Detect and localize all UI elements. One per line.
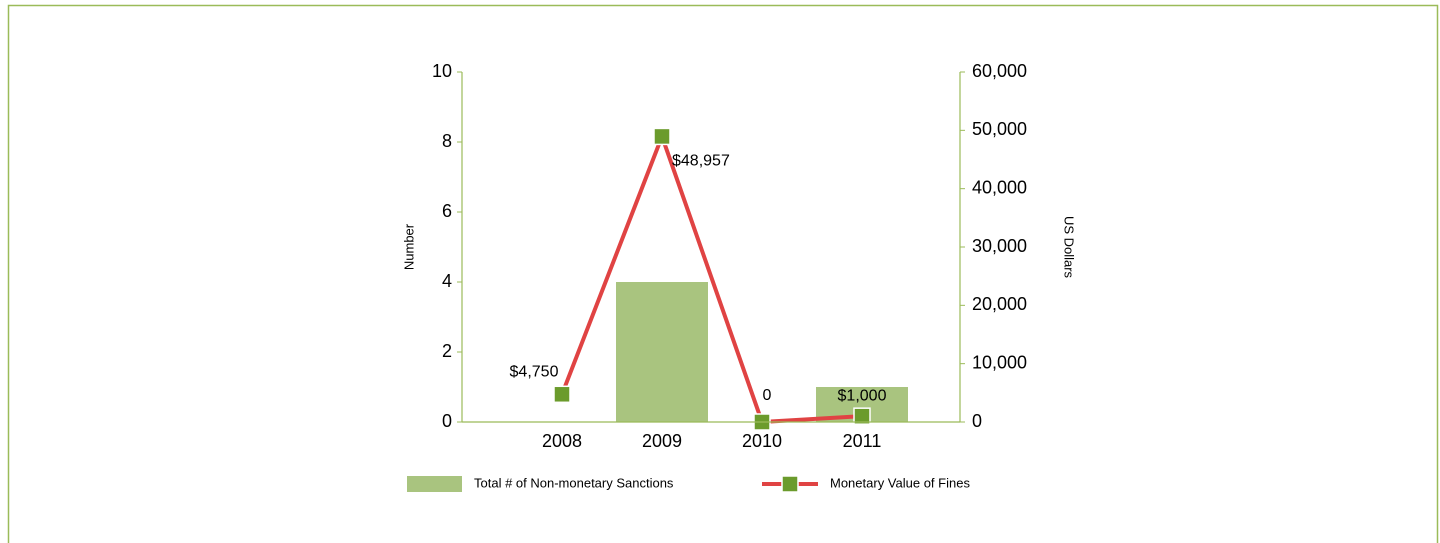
legend-marker xyxy=(781,475,799,493)
y2-tick-label: 10,000 xyxy=(972,352,1027,372)
bar xyxy=(616,282,708,422)
data-label: 0 xyxy=(763,387,772,404)
y-tick-label: 0 xyxy=(442,411,452,431)
legend-label: Total # of Non-monetary Sanctions xyxy=(474,475,674,490)
legend-label: Monetary Value of Fines xyxy=(830,475,970,490)
y2-tick-label: 40,000 xyxy=(972,177,1027,197)
data-label: $4,750 xyxy=(510,364,559,381)
y-tick-label: 4 xyxy=(442,271,452,291)
frame xyxy=(7,4,1439,543)
x-tick-label: 2011 xyxy=(843,431,882,451)
y-tick-label: 8 xyxy=(442,131,452,151)
x-tick-label: 2008 xyxy=(542,431,582,451)
y2-axis-title: US Dollars xyxy=(1062,216,1077,279)
y-tick-label: 6 xyxy=(442,201,452,221)
y-tick-label: 10 xyxy=(432,61,452,81)
y2-tick-label: 20,000 xyxy=(972,294,1027,314)
y-tick-label: 2 xyxy=(442,341,452,361)
y2-tick-label: 30,000 xyxy=(972,236,1027,256)
x-tick-label: 2010 xyxy=(742,431,782,451)
x-tick-label: 2009 xyxy=(642,431,682,451)
y2-tick-label: 60,000 xyxy=(972,61,1027,81)
y-axis-title: Number xyxy=(401,223,416,270)
y2-tick-label: 0 xyxy=(972,411,982,431)
y2-tick-label: 50,000 xyxy=(972,119,1027,139)
line xyxy=(560,130,863,425)
marker xyxy=(653,127,671,146)
marker xyxy=(853,407,871,425)
data-label: $1,000 xyxy=(838,387,887,404)
data-label: $48,957 xyxy=(672,153,730,170)
marker xyxy=(553,385,571,404)
legend-swatch xyxy=(407,476,462,492)
